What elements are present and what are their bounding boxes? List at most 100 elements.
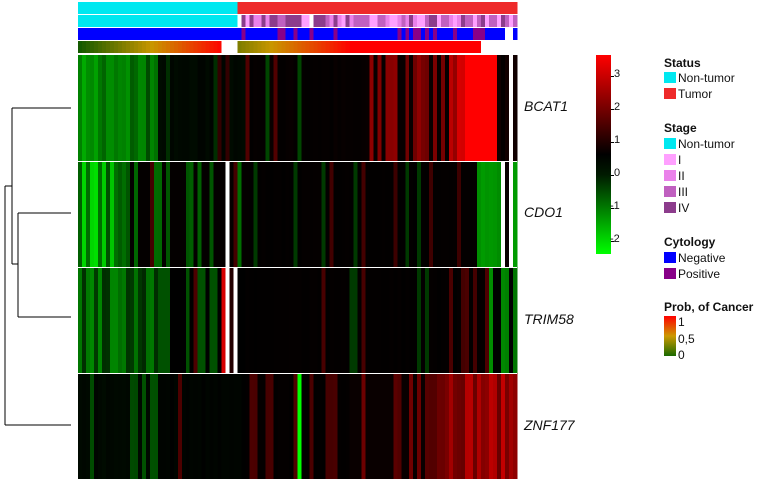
stage-cell [197, 15, 203, 27]
status-cell [453, 2, 458, 14]
heatmap-cell [393, 267, 398, 373]
prob-cell [293, 41, 298, 53]
heatmap-cell [113, 161, 119, 267]
heatmap-cell [369, 55, 374, 161]
heatmap-cell [269, 267, 274, 373]
cytology-cell [349, 28, 354, 40]
status-cell [233, 2, 239, 14]
heatmap-cell [277, 267, 282, 373]
cytology-cell [181, 28, 187, 40]
heatmap-cell [329, 373, 334, 479]
prob-cell [377, 41, 382, 53]
heatmap-cell [189, 373, 195, 479]
heatmap-cell [481, 55, 486, 161]
prob-cell [78, 41, 83, 53]
stage-cell [477, 15, 482, 27]
heatmap-cell [173, 55, 179, 161]
heatmap-cell [229, 373, 235, 479]
prob-cell [117, 41, 123, 53]
stage-cell [457, 15, 462, 27]
prob-cell [405, 41, 410, 53]
heatmap-cell [309, 267, 314, 373]
heatmap-cell [301, 161, 306, 267]
legend-label: III [678, 185, 689, 199]
prob-cell [85, 41, 91, 53]
heatmap-cell [429, 55, 434, 161]
status-cell [89, 2, 95, 14]
prob-cell [129, 41, 135, 53]
heatmap-cell [277, 55, 282, 161]
stage-cell [293, 15, 298, 27]
cytology-cell [289, 28, 294, 40]
heatmap-cell [465, 161, 470, 267]
heatmap-cell [329, 161, 334, 267]
prob-cell [429, 41, 434, 53]
heatmap-cell [173, 267, 179, 373]
heatmap-cell [509, 55, 514, 161]
status-cell [141, 2, 147, 14]
prob-cell [501, 41, 506, 53]
heatmap-cell [493, 373, 498, 479]
heatmap-cell [497, 161, 502, 267]
cytology-cell [501, 28, 506, 40]
status-cell [205, 2, 211, 14]
cytology-cell [441, 28, 446, 40]
stage-cell [373, 15, 378, 27]
heatmap-cell [129, 55, 135, 161]
colorbar-tick-mark [611, 208, 614, 209]
heatmap-cell [237, 267, 243, 373]
heatmap-cell [141, 161, 147, 267]
heatmap-cell [449, 267, 454, 373]
legend-swatch [664, 186, 676, 197]
heatmap-cell [217, 55, 223, 161]
stage-cell [201, 15, 207, 27]
stage-cell [237, 15, 243, 27]
prob-cell [445, 41, 450, 53]
legend-swatch [664, 252, 676, 263]
prob-cell [349, 41, 354, 53]
stage-cell [421, 15, 426, 27]
cytology-cell [509, 28, 514, 40]
heatmap-cell [333, 373, 338, 479]
heatmap-cell [473, 55, 478, 161]
status-cell [257, 2, 262, 14]
stage-cell [425, 15, 430, 27]
heatmap-cell [501, 55, 506, 161]
heatmap-cell [341, 161, 346, 267]
status-cell [169, 2, 175, 14]
heatmap-cell [301, 373, 306, 479]
heatmap-cell [161, 267, 167, 373]
cytology-cell [457, 28, 462, 40]
status-cell [109, 2, 115, 14]
heatmap-cell [165, 161, 171, 267]
cytology-cell [245, 28, 251, 40]
prob-cell [481, 41, 486, 53]
stage-cell [229, 15, 235, 27]
stage-cell [465, 15, 470, 27]
cytology-cell [321, 28, 326, 40]
cytology-cell [185, 28, 191, 40]
status-cell [177, 2, 183, 14]
heatmap-cell [229, 55, 235, 161]
cytology-cell [105, 28, 111, 40]
cytology-cell [513, 28, 518, 40]
heatmap-cell [505, 267, 510, 373]
heatmap-cell [241, 161, 247, 267]
heatmap-cell [125, 267, 131, 373]
cytology-cell [225, 28, 231, 40]
heatmap-cell [381, 55, 386, 161]
cytology-cell [445, 28, 450, 40]
prob-cell [177, 41, 183, 53]
colorbar-tick: -2 [610, 233, 620, 245]
heatmap-cell [365, 161, 370, 267]
cytology-cell [465, 28, 470, 40]
heatmap-cell [121, 161, 127, 267]
heatmap-cell [81, 267, 87, 373]
heatmap-cell [153, 267, 159, 373]
status-cell [345, 2, 350, 14]
stage-cell [217, 15, 223, 27]
heatmap-cell [493, 267, 498, 373]
stage-cell [413, 15, 418, 27]
prob-cell [109, 41, 115, 53]
status-cell [201, 2, 207, 14]
